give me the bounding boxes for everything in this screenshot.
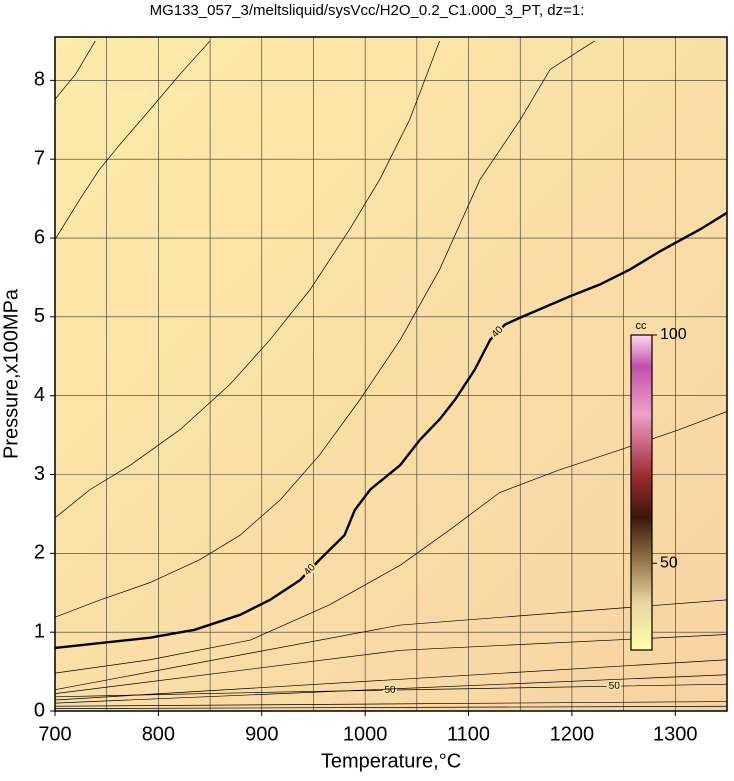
contour-line [55,40,211,240]
x-tick-label: 1200 [550,723,595,745]
y-tick-label: 4 [34,384,45,406]
x-tick-label: 700 [38,723,71,745]
y-tick-label: 1 [34,620,45,642]
contour-label: 50 [384,685,396,696]
contour-line [55,599,727,691]
plot-frame [54,36,728,712]
y-tick-label: 7 [34,147,45,169]
y-tick-label: 6 [34,226,45,248]
contour-line [55,705,727,709]
x-tick-label: 1300 [653,723,698,745]
contour-line [55,701,727,707]
contour-line [55,683,727,698]
y-tick-label: 2 [34,542,45,564]
contour-line [55,674,727,704]
contour-line [55,211,727,650]
y-tick-label: 0 [34,699,45,721]
plot-background [55,37,727,711]
contour-line [55,40,96,100]
chart-title: MG133_057_3/meltsliquid/sysVcc/H2O_0.2_C… [150,2,585,19]
contour-line [55,659,727,701]
y-tick-label: 3 [34,463,45,485]
colorbar-tick-label: 50 [660,554,678,571]
colorbar-label: cc [636,320,648,332]
y-axis-label: Pressure,x100MPa [0,288,22,459]
colorbar [630,334,653,651]
contour-label: 50 [609,681,621,692]
colorbar-tick-label: 100 [660,326,687,343]
axes: 700 800 900 1000 1100 1200 1300 0 1 2 3 4 5 6 7 8 [34,69,698,746]
y-tick-label: 8 [34,69,45,91]
contour-line [55,40,440,519]
contour-line [55,40,595,618]
x-tick-label: 900 [245,723,278,745]
contour-line [55,634,727,695]
y-tick-label: 5 [34,305,45,327]
colorbar-axis: 50 100 [652,326,687,571]
x-tick-label: 1000 [343,723,388,745]
x-tick-label: 800 [142,723,175,745]
x-axis-label: Temperature,°C [321,750,461,772]
x-tick-label: 1100 [447,723,490,745]
